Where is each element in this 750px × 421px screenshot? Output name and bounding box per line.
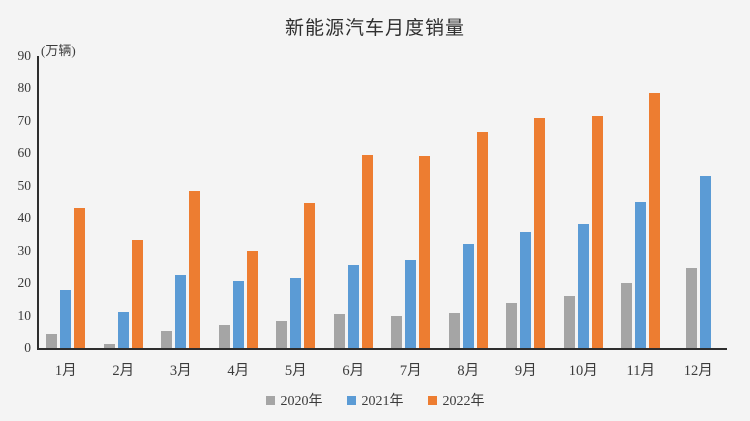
bar-2020年-12月 <box>685 267 697 348</box>
bar-2022年-1月 <box>74 208 86 348</box>
y-tick-label: 90 <box>17 48 32 63</box>
x-axis-label-7月: 7月 <box>399 363 422 379</box>
legend-item-2020年: 2020年 <box>265 390 323 410</box>
bar-2022年-2月 <box>131 239 143 348</box>
bar-group-5月 <box>267 56 325 348</box>
bar-group-4月 <box>210 56 268 348</box>
y-tick-label: 10 <box>17 307 32 323</box>
bar-2020年-4月 <box>218 324 230 348</box>
bar-2021年-1月 <box>60 289 72 348</box>
bar-2022年-11月 <box>649 93 661 348</box>
bar-2020年-7月 <box>391 316 403 348</box>
x-axis-label-4月: 4月 <box>227 363 250 379</box>
bar-2021年-12月 <box>699 175 711 348</box>
legend-label: 2020年 <box>280 394 323 409</box>
bar-group-8月 <box>440 56 498 348</box>
x-axis-label-6月: 6月 <box>342 363 365 379</box>
bar-2021年-7月 <box>405 260 417 348</box>
y-tick-label: 0 <box>24 340 31 355</box>
legend-item-2021年: 2021年 <box>346 390 404 410</box>
y-tick-label: 30 <box>17 242 32 258</box>
bar-group-10月 <box>555 56 613 348</box>
bar-group-7月 <box>382 56 440 348</box>
bar-2020年-11月 <box>621 283 633 348</box>
y-axis-line <box>37 56 39 350</box>
x-axis-line <box>37 348 727 350</box>
legend-swatch-icon <box>265 395 275 405</box>
x-axis-label-5月: 5月 <box>284 363 307 379</box>
y-tick-label: 40 <box>17 210 32 226</box>
bar-2020年-3月 <box>161 330 173 348</box>
x-axis-label-12月: 12月 <box>683 363 713 379</box>
legend-item-2022年: 2022年 <box>427 390 485 410</box>
bar-2020年-6月 <box>333 314 345 348</box>
bar-group-11月 <box>612 56 670 348</box>
bar-2022年-6月 <box>361 154 373 348</box>
bar-2021年-10月 <box>577 223 589 348</box>
x-axis-label-8月: 8月 <box>457 363 480 379</box>
bar-2021年-11月 <box>635 202 647 348</box>
bar-2021年-6月 <box>347 264 359 348</box>
y-tick-label: 70 <box>17 112 32 128</box>
legend-label: 2022年 <box>442 394 485 409</box>
legend: 2020年 2021年 2022年 <box>0 390 750 410</box>
x-axis-label-2月: 2月 <box>112 363 135 379</box>
x-axis-label-10月: 10月 <box>568 363 598 379</box>
bar-2020年-10月 <box>563 296 575 348</box>
bar-2021年-3月 <box>175 274 187 348</box>
x-axis-label-1月: 1月 <box>54 363 77 379</box>
bar-2021年-2月 <box>117 312 129 348</box>
bar-group-12月 <box>670 56 728 348</box>
bar-2020年-1月 <box>46 333 58 348</box>
x-axis-label-3月: 3月 <box>169 363 192 379</box>
bar-group-1月 <box>37 56 95 348</box>
y-tick-label: 20 <box>17 275 32 291</box>
bar-2021年-9月 <box>520 232 532 348</box>
x-axis-label-11月: 11月 <box>626 363 655 379</box>
bar-2022年-8月 <box>476 131 488 348</box>
bar-2022年-4月 <box>246 251 258 348</box>
legend-label: 2021年 <box>361 394 404 409</box>
bar-group-2月 <box>95 56 153 348</box>
bar-group-3月 <box>152 56 210 348</box>
bar-group-6月 <box>325 56 383 348</box>
y-tick-label: 60 <box>17 145 32 161</box>
x-axis-label-9月: 9月 <box>514 363 537 379</box>
bar-2022年-9月 <box>534 118 546 348</box>
bar-2020年-9月 <box>506 303 518 348</box>
bar-2021年-4月 <box>232 281 244 348</box>
bar-2020年-5月 <box>276 321 288 348</box>
bar-2022年-7月 <box>419 155 431 348</box>
legend-swatch-icon <box>427 395 437 405</box>
bar-2022年-10月 <box>591 116 603 348</box>
y-tick-label: 80 <box>17 80 32 96</box>
y-axis-unit-label: (万辆) <box>41 43 76 58</box>
y-tick-label: 50 <box>17 177 32 193</box>
chart-title: 新能源汽车月度销量 <box>284 18 465 39</box>
bar-2021年-5月 <box>290 277 302 348</box>
bar-2022年-3月 <box>189 190 201 348</box>
bar-2022年-5月 <box>304 202 316 348</box>
bar-2020年-8月 <box>448 312 460 348</box>
legend-swatch-icon <box>346 395 356 405</box>
bar-2020年-2月 <box>103 343 115 348</box>
bar-group-9月 <box>497 56 555 348</box>
bar-2021年-8月 <box>462 243 474 348</box>
